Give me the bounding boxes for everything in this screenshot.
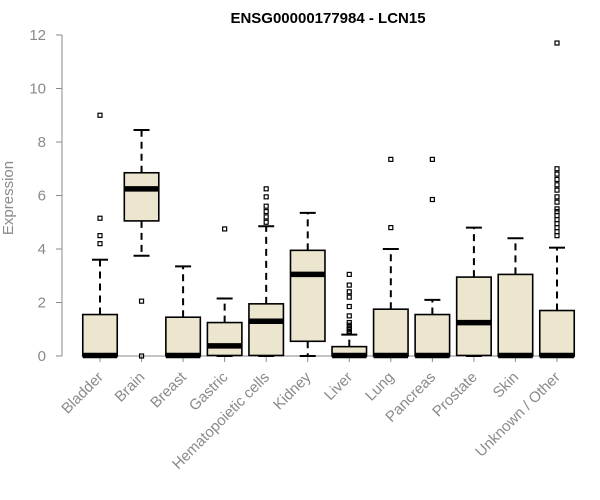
outlier-point — [97, 241, 103, 247]
x-tick-label: Brain — [112, 369, 149, 406]
y-tick-label: 2 — [38, 295, 46, 312]
y-axis-label: Expression — [0, 161, 17, 235]
outlier-point — [554, 208, 560, 215]
x-tick-label: Kidney — [270, 368, 315, 413]
outlier-point — [346, 303, 352, 310]
x-tick-label: Breast — [147, 368, 190, 411]
outlier-point — [554, 229, 560, 235]
y-tick-label: 6 — [38, 188, 46, 205]
box-liver — [331, 271, 368, 359]
outlier-point — [97, 112, 103, 118]
outlier-point — [97, 215, 103, 221]
x-tick-label: Liver — [321, 369, 356, 404]
box-rect — [414, 313, 451, 357]
outlier-point — [97, 233, 103, 239]
x-tick-label: Prostate — [429, 369, 481, 421]
outlier-point — [554, 176, 560, 183]
box-brain — [123, 128, 160, 359]
box-hematopoietic-cells — [248, 186, 285, 357]
outlier-point — [263, 219, 269, 225]
outlier-point — [346, 282, 352, 288]
box-bladder — [81, 112, 119, 359]
outlier-point — [222, 226, 228, 232]
y-tick-label: 0 — [38, 348, 46, 365]
box-rect — [497, 273, 534, 357]
y-tick-label: 4 — [38, 241, 46, 258]
outlier-point — [554, 216, 560, 223]
box-kidney — [289, 211, 326, 357]
outlier-point — [554, 199, 560, 205]
box-skin — [497, 237, 534, 359]
box-rect — [248, 303, 285, 357]
outlier-point — [138, 353, 145, 359]
box-rect — [123, 171, 160, 222]
y-axis: 0 2 4 6 8 10 12 — [29, 27, 63, 365]
outlier-point — [346, 322, 352, 328]
y-tick-label: 10 — [29, 81, 46, 98]
box-pancreas — [414, 156, 451, 359]
outlier-point — [138, 298, 145, 304]
outlier-point — [554, 206, 560, 212]
y-tick-label: 12 — [29, 27, 46, 44]
outlier-point — [263, 194, 269, 200]
outlier-point — [388, 156, 394, 162]
x-tick-label: Lung — [362, 369, 398, 405]
outlier-point — [554, 182, 560, 188]
box-rect — [206, 321, 243, 357]
box-group — [81, 40, 576, 359]
outlier-point — [554, 171, 560, 177]
box-rect — [165, 316, 202, 357]
outlier-point — [429, 196, 435, 203]
box-rect — [81, 313, 119, 357]
outlier-point — [263, 203, 269, 209]
chart-title: ENSG00000177984 - LCN15 — [230, 10, 425, 27]
outlier-point — [429, 156, 435, 162]
outlier-point — [554, 212, 560, 219]
outlier-point — [346, 271, 352, 278]
outlier-point — [263, 214, 269, 220]
outlier-point — [346, 319, 352, 326]
box-rect — [538, 309, 576, 357]
outlier-point — [346, 289, 352, 295]
outlier-point — [554, 233, 560, 239]
box-gastric — [206, 226, 243, 357]
x-tick-label: Bladder — [58, 369, 107, 418]
box-rect — [289, 249, 326, 343]
x-tick-label: Skin — [490, 369, 523, 402]
outlier-point — [263, 208, 269, 215]
outlier-point — [263, 186, 269, 192]
y-tick-label: 8 — [38, 134, 46, 151]
box-rect — [372, 308, 409, 357]
box-rect — [455, 276, 492, 357]
outlier-point — [346, 330, 352, 336]
outlier-point — [388, 225, 394, 231]
outlier-point — [554, 166, 560, 172]
box-breast — [165, 265, 202, 359]
box-lung — [372, 156, 409, 359]
outlier-point — [554, 187, 560, 193]
outlier-point — [346, 294, 352, 300]
outlier-point — [554, 220, 560, 227]
outlier-point — [554, 194, 560, 200]
outlier-point — [346, 313, 352, 319]
outlier-point — [554, 225, 560, 231]
outlier-point — [554, 40, 560, 46]
box-unknown-other — [538, 40, 576, 359]
box-prostate — [455, 226, 492, 357]
